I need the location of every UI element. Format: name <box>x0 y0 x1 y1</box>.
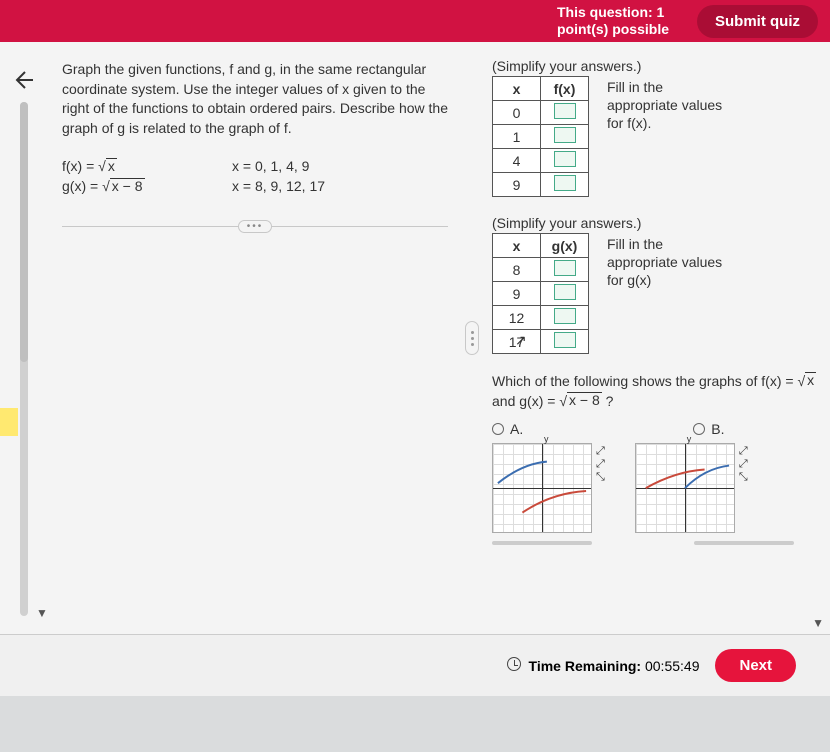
f-input-1[interactable] <box>541 125 589 149</box>
answer-panel: (Simplify your answers.) xf(x) 0 1 4 9 F… <box>486 42 830 634</box>
section-divider: ••• <box>62 220 448 233</box>
scroll-down-icon[interactable]: ▼ <box>36 606 48 620</box>
graph-a-controls[interactable]: ⤢⤢⤡ <box>592 443 605 486</box>
main-content: Graph the given functions, f and g, in t… <box>0 42 830 634</box>
ellipsis-icon[interactable]: ••• <box>238 220 273 233</box>
f-input-3[interactable] <box>541 173 589 197</box>
g-input-3[interactable] <box>541 330 589 354</box>
f-x-0: 0 <box>493 101 541 125</box>
submit-quiz-button[interactable]: Submit quiz <box>697 5 818 38</box>
f-table: xf(x) 0 1 4 9 <box>492 76 589 197</box>
f-x-2: 4 <box>493 149 541 173</box>
f-xvalues: x = 0, 1, 4, 9 <box>232 158 448 174</box>
g-hint: Fill in the appropriate values for g(x) <box>607 233 732 290</box>
splitter-handle-icon[interactable] <box>465 321 479 355</box>
footer-bar: Time Remaining: 00:55:49 Next <box>0 634 830 696</box>
enlarge-icon[interactable]: ⤢ <box>739 445 748 458</box>
prompt-text: Graph the given functions, f and g, in t… <box>62 60 448 138</box>
header-bar: This question: 1 point(s) possible Submi… <box>0 0 830 42</box>
g-col-gx: g(x) <box>541 234 589 258</box>
enlarge-icon[interactable]: ⤢ <box>739 458 748 471</box>
clock-icon <box>507 657 521 671</box>
functions-grid: f(x) = √x x = 0, 1, 4, 9 g(x) = √x − 8 x… <box>62 158 448 194</box>
f-x-1: 1 <box>493 125 541 149</box>
question-info: This question: 1 point(s) possible <box>557 4 669 38</box>
next-button[interactable]: Next <box>715 649 796 682</box>
left-scrollbar[interactable] <box>20 102 28 616</box>
graph-a[interactable]: y <box>492 443 592 533</box>
highlight-marker <box>0 408 18 436</box>
left-gutter <box>0 42 48 634</box>
enlarge-icon[interactable]: ⤢ <box>596 445 605 458</box>
enlarge-icon[interactable]: ⤡ <box>739 471 748 484</box>
g-table: xg(x) 8 9 12 17 <box>492 233 589 354</box>
question-line1: This question: 1 <box>557 4 669 21</box>
graph-b[interactable]: y <box>635 443 735 533</box>
back-arrow-icon[interactable] <box>13 70 35 96</box>
f-hint: Fill in the appropriate values for f(x). <box>607 76 732 133</box>
radio-icon[interactable] <box>693 423 705 435</box>
enlarge-icon[interactable]: ⤡ <box>596 471 605 484</box>
time-remaining: Time Remaining: 00:55:49 <box>507 657 700 674</box>
graph-thumbnails: y ⤢⤢⤡ y ⤢⤢⤡ <box>492 443 820 533</box>
simplify-g-label: (Simplify your answers.) <box>492 215 820 231</box>
option-a-scrollbar[interactable] <box>492 541 592 545</box>
f-col-x: x <box>493 77 541 101</box>
f-definition: f(x) = √x <box>62 158 232 174</box>
question-line2: point(s) possible <box>557 21 669 38</box>
g-x-3: 17 <box>493 330 541 354</box>
f-x-3: 9 <box>493 173 541 197</box>
f-input-0[interactable] <box>541 101 589 125</box>
g-input-0[interactable] <box>541 258 589 282</box>
g-input-2[interactable] <box>541 306 589 330</box>
pane-splitter[interactable] <box>458 42 486 634</box>
question-prompt-panel: Graph the given functions, f and g, in t… <box>48 42 458 634</box>
g-col-x: x <box>493 234 541 258</box>
mc-options: A. B. <box>492 421 820 437</box>
g-x-1: 9 <box>493 282 541 306</box>
g-x-0: 8 <box>493 258 541 282</box>
bottom-spacer <box>0 696 830 752</box>
g-input-1[interactable] <box>541 282 589 306</box>
scroll-down-icon[interactable]: ▼ <box>812 616 824 630</box>
option-b[interactable]: B. <box>693 421 724 437</box>
radio-icon[interactable] <box>492 423 504 435</box>
f-col-fx: f(x) <box>541 77 589 101</box>
option-b-scrollbar[interactable] <box>694 541 794 545</box>
f-input-2[interactable] <box>541 149 589 173</box>
g-x-2: 12 <box>493 306 541 330</box>
g-definition: g(x) = √x − 8 <box>62 178 232 194</box>
simplify-f-label: (Simplify your answers.) <box>492 58 820 74</box>
mc-question: Which of the following shows the graphs … <box>492 372 820 411</box>
graph-b-controls[interactable]: ⤢⤢⤡ <box>735 443 748 486</box>
enlarge-icon[interactable]: ⤢ <box>596 458 605 471</box>
option-a[interactable]: A. <box>492 421 523 437</box>
g-xvalues: x = 8, 9, 12, 17 <box>232 178 448 194</box>
